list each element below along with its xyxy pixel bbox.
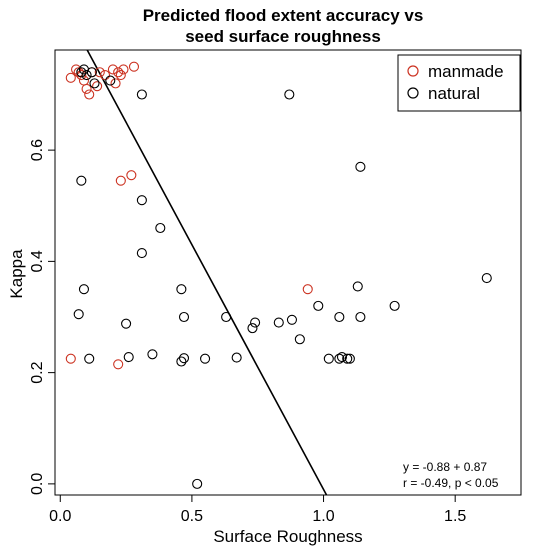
point-natural [89,78,100,89]
point-natural [313,300,324,311]
point-manmade [84,89,95,100]
point-manmade [113,359,124,370]
point-manmade [92,81,103,92]
point-natural [76,175,87,186]
point-natural [250,317,261,328]
point-natural [221,311,232,323]
point-natural [342,353,353,364]
point-natural [352,281,363,292]
point-manmade [71,64,82,75]
y-tick-label: 0.6 [29,139,46,161]
point-manmade [81,83,92,94]
x-tick-label: 1.5 [444,508,466,525]
x-tick-label: 1.0 [312,508,334,525]
legend-marker-natural [407,87,419,99]
point-natural [105,75,116,86]
point-natural [147,349,158,360]
regression-line [86,49,328,496]
y-tick-label: 0.0 [29,473,46,495]
legend-label-manmade: manmade [428,62,504,81]
point-natural [78,284,90,295]
point-natural [273,317,284,328]
point-natural [286,314,297,325]
point-natural [323,353,334,364]
legend-label-natural: natural [428,84,480,103]
point-natural [355,161,366,172]
x-tick-label: 0.5 [181,508,203,525]
point-natural [76,67,87,78]
point-natural [294,334,305,345]
chart-title-line2: seed surface roughness [185,27,381,46]
point-manmade [65,353,76,364]
point-natural [136,89,147,100]
point-natural [247,323,258,334]
point-natural [176,284,187,295]
point-manmade [94,67,105,78]
point-manmade [113,67,124,78]
y-tick-label: 0.2 [29,361,46,383]
x-tick-label: 0.0 [49,508,71,525]
point-manmade [99,69,111,81]
plot-frame [54,49,522,496]
point-manmade [126,170,137,181]
point-natural [155,222,166,234]
point-manmade [115,175,126,186]
x-axis: 0.0 0.5 1.0 1.5 [49,494,466,525]
legend-marker-manmade [407,65,419,77]
points-layer [65,61,492,489]
point-manmade [78,75,90,86]
point-natural [86,67,97,78]
point-manmade [76,69,87,81]
point-natural [121,318,132,329]
point-natural [200,353,211,364]
point-natural [176,356,187,367]
point-natural [334,311,345,323]
x-axis-label: Surface Roughness [213,527,362,546]
point-manmade [65,72,76,83]
y-axis-label: Kappa [7,249,26,299]
point-manmade [110,78,121,89]
legend: manmade natural [397,54,521,112]
point-manmade [118,64,129,75]
fit-line-layer [86,49,328,496]
point-natural [284,89,295,100]
point-natural [84,353,95,364]
point-natural [178,311,190,323]
point-natural [136,247,147,259]
point-natural [73,309,84,320]
point-manmade [107,64,118,75]
point-natural [481,273,492,284]
y-tick-label: 0.4 [29,250,46,272]
point-manmade [128,61,140,72]
point-natural [81,69,92,81]
regression-stats: r = -0.49, p < 0.05 [403,476,499,490]
point-natural [231,352,242,363]
y-axis: 0.0 0.2 0.4 0.6 [29,139,55,495]
point-natural [336,351,348,363]
point-natural [123,351,134,363]
point-natural [178,353,190,364]
point-natural [355,311,366,323]
point-manmade [302,284,313,295]
chart-title-line1: Predicted flood extent accuracy vs [143,6,424,25]
point-natural [192,478,203,489]
legend-box [397,54,521,112]
point-natural [136,195,147,206]
regression-equation: y = -0.88 + 0.87 [403,460,487,474]
point-natural [334,353,345,364]
point-manmade [115,69,126,81]
point-natural [389,300,400,311]
point-natural [344,353,355,364]
